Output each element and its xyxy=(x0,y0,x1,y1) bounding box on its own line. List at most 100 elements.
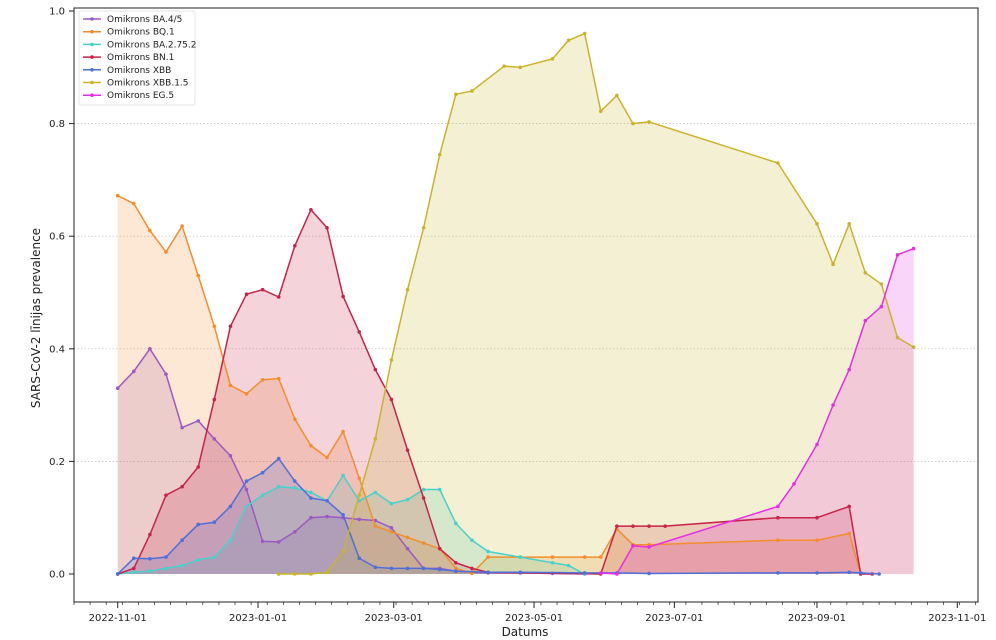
data-point xyxy=(631,524,635,528)
x-tick-label: 2023-03-01 xyxy=(365,613,423,624)
line-layer xyxy=(115,31,916,576)
data-point xyxy=(309,490,313,495)
data-point xyxy=(325,514,329,519)
data-point xyxy=(615,93,619,98)
data-point xyxy=(260,493,265,497)
series-area xyxy=(278,33,914,574)
data-point xyxy=(863,270,868,275)
data-point xyxy=(405,497,410,502)
data-point xyxy=(776,515,780,520)
data-point xyxy=(228,324,233,329)
data-point xyxy=(244,479,249,483)
data-point xyxy=(405,287,410,292)
legend: Omikrons BA.4/5 Omikrons BQ.1 Omikrons BA.… xyxy=(78,10,197,106)
data-point xyxy=(486,570,490,575)
data-point xyxy=(911,345,916,349)
legend-swatch-marker xyxy=(90,93,94,97)
series-area xyxy=(117,458,880,574)
data-point xyxy=(847,367,851,372)
data-point xyxy=(389,358,394,362)
data-point xyxy=(309,207,313,212)
data-point xyxy=(550,57,555,61)
y-tick-label: 0.8 xyxy=(49,119,65,130)
data-point xyxy=(550,560,555,565)
legend-swatch-marker xyxy=(90,17,94,21)
legend-swatch-marker xyxy=(90,80,94,85)
data-point xyxy=(879,304,884,309)
data-point xyxy=(405,535,410,540)
data-point xyxy=(647,524,651,528)
data-point xyxy=(437,152,442,157)
data-point xyxy=(437,567,442,572)
data-point xyxy=(776,571,780,575)
data-point xyxy=(325,499,329,503)
data-point xyxy=(389,526,394,530)
data-point xyxy=(132,369,136,374)
series-line xyxy=(117,208,873,575)
data-point xyxy=(502,64,506,68)
legend-swatch-marker xyxy=(90,55,94,59)
data-point xyxy=(615,572,619,576)
data-point xyxy=(357,517,362,522)
data-point xyxy=(815,222,819,226)
data-point xyxy=(815,538,819,543)
data-point xyxy=(389,566,394,571)
data-point xyxy=(858,571,863,575)
data-point xyxy=(115,193,120,198)
data-point xyxy=(164,566,168,571)
area-layer xyxy=(117,33,914,575)
data-point xyxy=(244,504,249,509)
legend-box xyxy=(78,10,196,106)
data-point xyxy=(260,377,265,382)
data-point xyxy=(276,295,281,299)
data-point xyxy=(598,571,603,575)
data-point xyxy=(325,225,329,230)
data-point xyxy=(647,571,651,576)
y-tick-label: 0.2 xyxy=(49,457,65,468)
data-point xyxy=(631,121,635,126)
x-tick-label: 2022-11-01 xyxy=(89,613,147,624)
data-point xyxy=(373,524,378,528)
data-point xyxy=(877,572,881,576)
data-point xyxy=(470,89,474,93)
data-point xyxy=(132,570,136,575)
data-point xyxy=(582,555,587,559)
data-point xyxy=(148,556,152,561)
data-point xyxy=(196,522,201,527)
data-point xyxy=(164,555,168,559)
data-point xyxy=(792,482,796,486)
data-point xyxy=(631,544,635,548)
data-point xyxy=(212,324,217,329)
data-point xyxy=(132,566,136,571)
series-area xyxy=(117,348,585,574)
legend-swatch-marker xyxy=(90,42,94,47)
data-point xyxy=(228,453,233,458)
data-point xyxy=(647,120,651,124)
data-point xyxy=(566,563,571,568)
data-point xyxy=(276,376,281,381)
data-point xyxy=(389,397,394,402)
data-point xyxy=(405,566,410,571)
data-point xyxy=(260,539,265,544)
data-point xyxy=(341,294,345,299)
series-line xyxy=(278,32,914,575)
data-point xyxy=(276,484,281,489)
data-point xyxy=(847,531,851,536)
data-point xyxy=(389,529,394,534)
data-point xyxy=(847,222,851,226)
data-point xyxy=(228,504,233,509)
data-point xyxy=(341,429,345,434)
data-point xyxy=(293,417,297,421)
data-point xyxy=(212,555,217,559)
data-point xyxy=(373,367,378,372)
data-point xyxy=(180,425,184,430)
data-point xyxy=(518,555,523,559)
data-point xyxy=(776,504,780,509)
data-point xyxy=(276,456,281,461)
data-point xyxy=(244,392,249,396)
data-point xyxy=(486,549,490,554)
x-tick-label: 2023-01-01 xyxy=(229,613,287,624)
data-point xyxy=(615,524,619,528)
